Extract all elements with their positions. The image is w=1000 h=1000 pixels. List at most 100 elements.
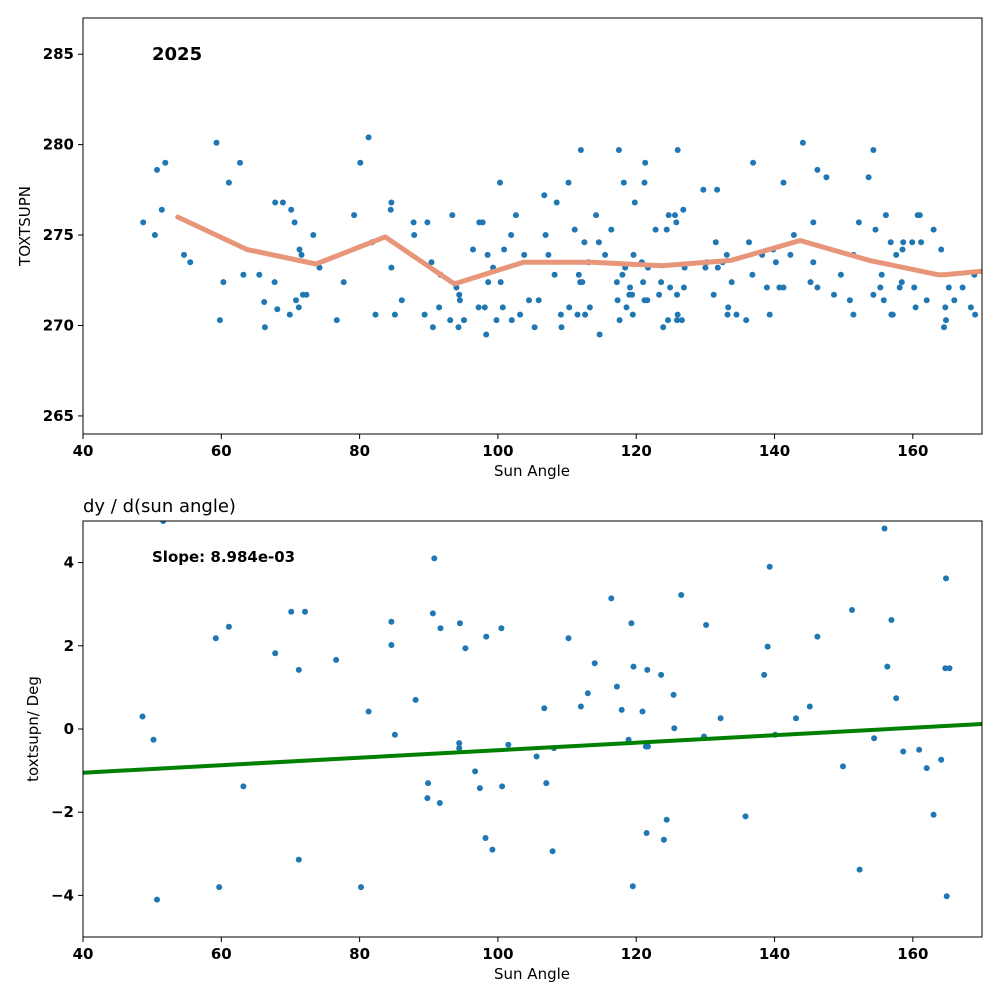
data-point: [358, 884, 364, 891]
data-point: [660, 836, 667, 843]
data-point: [521, 251, 528, 258]
y-tick-label: 270: [43, 316, 74, 334]
data-point: [837, 271, 844, 278]
data-point: [620, 179, 627, 186]
data-point: [644, 297, 651, 304]
data-point: [663, 816, 670, 823]
plot-area-top: [140, 134, 982, 338]
data-point: [154, 166, 160, 173]
data-point: [237, 159, 243, 166]
data-point: [279, 199, 286, 206]
data-point: [899, 246, 906, 253]
data-point: [577, 703, 584, 710]
data-point: [293, 297, 299, 304]
data-point: [531, 324, 538, 331]
data-point: [810, 259, 817, 266]
data-point: [898, 279, 905, 286]
y-axis-label-bottom: toxtsupn/ Deg: [24, 676, 42, 782]
data-point: [150, 736, 157, 743]
data-point: [565, 635, 572, 642]
data-point: [220, 279, 227, 286]
data-point: [619, 271, 626, 278]
x-tick-label: 100: [482, 442, 513, 460]
data-point: [680, 206, 687, 213]
data-point: [351, 212, 358, 219]
data-point: [959, 284, 966, 291]
data-point: [623, 304, 630, 311]
data-point: [470, 246, 476, 253]
y-tick-label: 4: [64, 554, 74, 572]
data-point: [261, 299, 268, 305]
data-point: [850, 311, 857, 318]
data-point: [549, 848, 556, 855]
data-point: [641, 179, 648, 186]
data-point: [893, 251, 900, 258]
data-point: [398, 297, 405, 304]
data-point: [743, 317, 750, 324]
data-point: [703, 622, 710, 628]
data-point: [909, 239, 916, 246]
data-point: [512, 212, 519, 219]
data-point: [900, 748, 907, 755]
data-point: [213, 139, 220, 146]
data-point: [431, 555, 438, 562]
data-point: [410, 219, 417, 226]
data-point: [888, 617, 895, 623]
data-point: [630, 251, 637, 258]
data-point: [658, 671, 665, 678]
data-point: [483, 331, 490, 338]
data-point: [667, 284, 674, 291]
x-tick-label: 40: [73, 442, 94, 460]
x-tick-label: 160: [897, 945, 928, 963]
chart-title-bottom: dy / d(sun angle): [83, 496, 236, 517]
data-point: [575, 271, 582, 278]
data-point: [461, 317, 467, 324]
data-point: [542, 232, 549, 238]
data-point: [658, 279, 665, 286]
data-point: [499, 304, 506, 311]
data-point: [584, 690, 591, 697]
data-point: [411, 232, 418, 238]
data-point: [938, 756, 945, 763]
y-tick-label: −2: [51, 803, 74, 821]
data-point: [674, 311, 681, 318]
data-point: [571, 226, 578, 233]
data-point: [429, 610, 436, 617]
data-point: [551, 271, 558, 278]
data-point: [823, 174, 830, 181]
data-point: [298, 251, 305, 258]
data-point: [256, 271, 263, 278]
data-point: [700, 186, 707, 193]
data-point: [436, 304, 443, 311]
data-point: [673, 219, 680, 226]
data-point: [151, 232, 158, 238]
data-point: [508, 232, 515, 238]
data-point: [945, 284, 952, 291]
data-point: [456, 740, 463, 747]
data-point: [541, 705, 548, 712]
data-point: [872, 226, 879, 233]
data-point: [790, 232, 797, 238]
data-point: [162, 159, 169, 166]
data-point: [712, 239, 719, 246]
y-tick-label: −4: [51, 886, 74, 904]
data-point: [806, 703, 813, 710]
trend-line: [175, 214, 982, 287]
data-point: [437, 625, 444, 632]
data-point: [627, 284, 633, 291]
data-point: [489, 846, 496, 853]
x-tick-label: 80: [349, 945, 370, 963]
data-point: [462, 645, 469, 652]
data-point: [807, 279, 814, 286]
x-tick-label: 120: [621, 442, 652, 460]
data-point: [579, 279, 586, 286]
data-point: [884, 663, 891, 670]
data-point: [340, 279, 347, 286]
data-point: [481, 304, 488, 311]
data-point: [608, 226, 615, 233]
data-point: [557, 311, 564, 318]
data-point: [887, 239, 894, 246]
data-point: [501, 246, 508, 253]
data-point: [882, 212, 889, 219]
